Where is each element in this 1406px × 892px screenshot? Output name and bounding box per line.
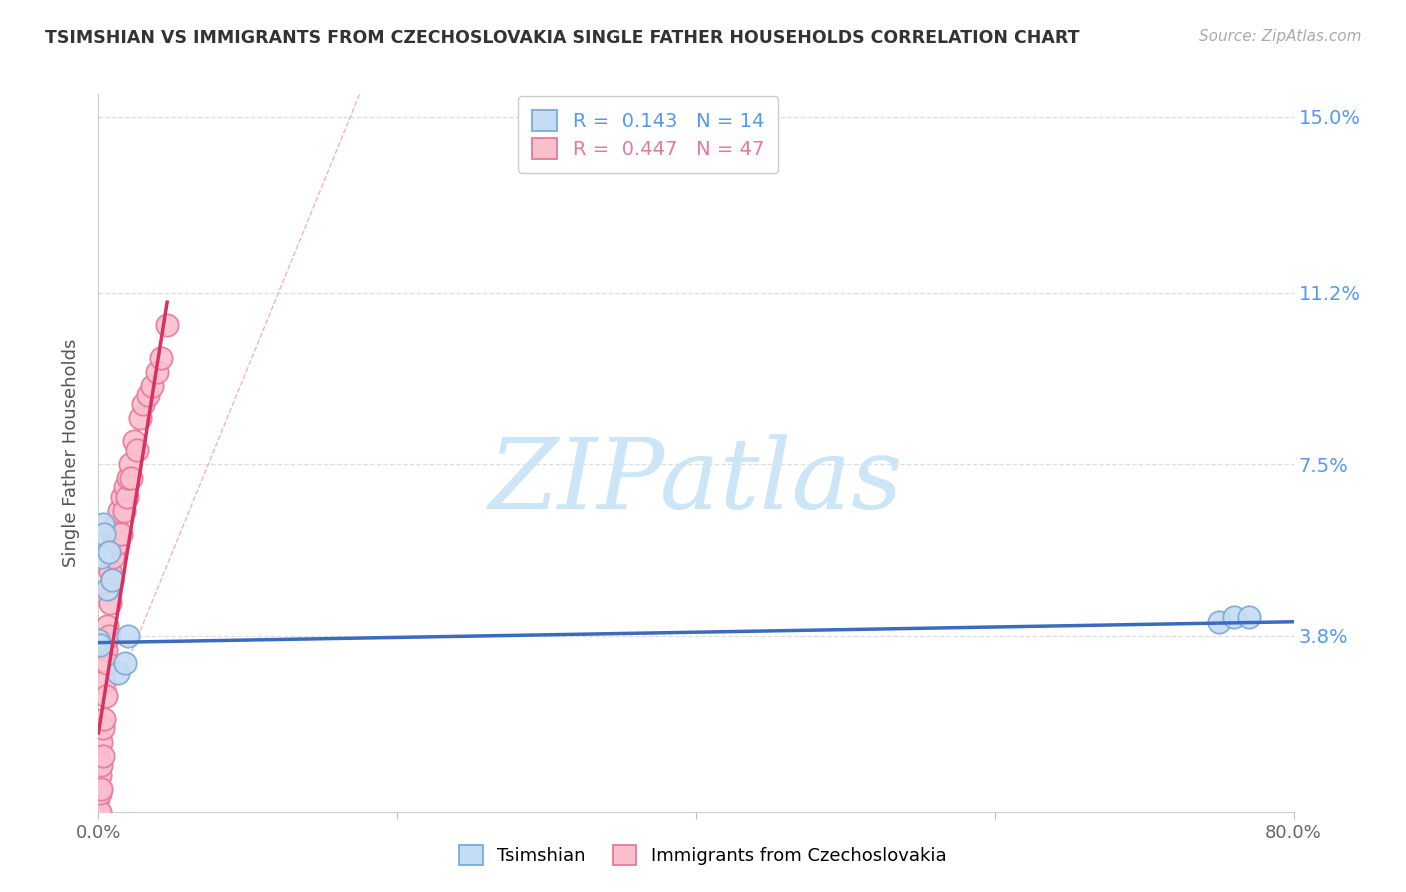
Text: Source: ZipAtlas.com: Source: ZipAtlas.com	[1198, 29, 1361, 45]
Point	[107, 536, 129, 550]
Point	[101, 573, 124, 587]
Point	[87, 633, 110, 648]
Point	[145, 365, 167, 379]
Point	[1208, 615, 1230, 629]
Point	[91, 749, 114, 764]
Text: TSIMSHIAN VS IMMIGRANTS FROM CZECHOSLOVAKIA SINGLE FATHER HOUSEHOLDS CORRELATION: TSIMSHIAN VS IMMIGRANTS FROM CZECHOSLOVA…	[45, 29, 1080, 47]
Point	[96, 619, 118, 633]
Point	[127, 443, 149, 458]
Legend: R =  0.143   N = 14, R =  0.447   N = 47: R = 0.143 N = 14, R = 0.447 N = 47	[519, 96, 778, 173]
Point	[103, 549, 125, 564]
Point	[103, 526, 125, 541]
Point	[90, 758, 112, 772]
Point	[91, 722, 114, 736]
Point	[132, 397, 155, 411]
Point	[87, 749, 110, 764]
Point	[87, 763, 110, 777]
Point	[97, 582, 120, 597]
Point	[150, 351, 173, 365]
Point	[110, 526, 132, 541]
Point	[120, 471, 142, 485]
Point	[89, 638, 111, 652]
Point	[87, 777, 110, 791]
Point	[98, 564, 122, 578]
Point	[111, 490, 134, 504]
Point	[93, 675, 115, 690]
Point	[156, 318, 179, 333]
Point	[90, 735, 112, 749]
Legend: Tsimshian, Immigrants from Czechoslovakia: Tsimshian, Immigrants from Czechoslovaki…	[453, 838, 953, 872]
Point	[141, 378, 163, 392]
Point	[91, 517, 114, 532]
Point	[96, 582, 118, 597]
Point	[89, 786, 111, 800]
Point	[96, 657, 118, 671]
Point	[93, 712, 115, 726]
Point	[94, 642, 117, 657]
Point	[129, 411, 152, 425]
Point	[101, 573, 124, 587]
Point	[97, 629, 120, 643]
Point	[114, 657, 136, 671]
Point	[87, 790, 110, 805]
Point	[97, 545, 120, 559]
Point	[87, 805, 110, 819]
Point	[117, 629, 139, 643]
Point	[90, 549, 112, 564]
Point	[107, 665, 129, 680]
Point	[124, 434, 146, 449]
Point	[104, 536, 127, 550]
Point	[117, 471, 139, 485]
Point	[89, 805, 111, 819]
Point	[93, 526, 115, 541]
Point	[1223, 610, 1246, 624]
Point	[98, 596, 122, 610]
Point	[136, 388, 159, 402]
Point	[108, 503, 131, 517]
Text: ZIPatlas: ZIPatlas	[489, 434, 903, 529]
Point	[105, 517, 128, 532]
Point	[94, 689, 117, 703]
Y-axis label: Single Father Households: Single Father Households	[62, 338, 80, 567]
Point	[118, 457, 141, 471]
Point	[114, 480, 136, 494]
Point	[90, 781, 112, 796]
Point	[1237, 610, 1260, 624]
Point	[89, 767, 111, 781]
Point	[112, 503, 135, 517]
Point	[115, 490, 138, 504]
